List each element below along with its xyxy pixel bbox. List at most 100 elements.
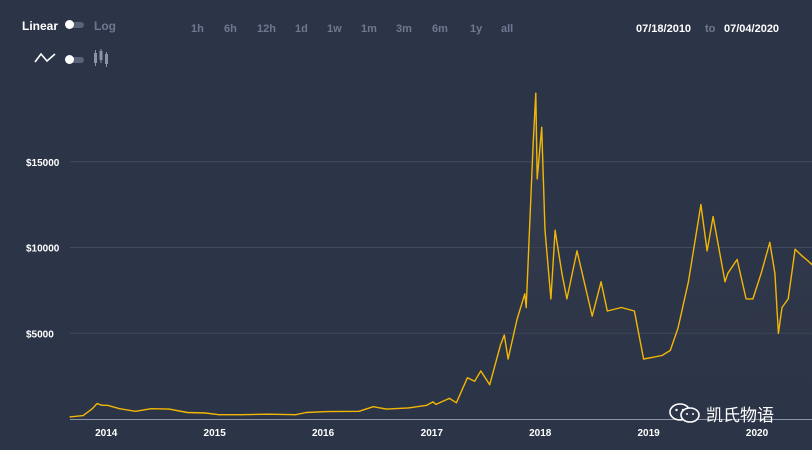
chart-type-toggle[interactable] xyxy=(65,55,84,64)
chart-toolbar: Linear Log 1h 6h 12h 1d 1w 1m 3m 6m 1y a… xyxy=(0,0,812,80)
data-point xyxy=(566,298,568,300)
range-all-button[interactable]: all xyxy=(501,23,514,35)
chart-type-toggle-knob xyxy=(65,55,74,64)
range-1d-button[interactable]: 1d xyxy=(295,23,308,35)
data-point xyxy=(752,298,754,300)
data-point xyxy=(532,144,534,146)
data-point xyxy=(385,408,387,410)
data-point xyxy=(544,229,546,231)
data-point xyxy=(91,408,93,410)
data-point xyxy=(295,414,297,416)
data-point xyxy=(643,358,645,360)
data-point xyxy=(432,401,434,403)
data-point xyxy=(466,377,468,379)
price-series xyxy=(69,92,812,418)
linear-scale-label[interactable]: Linear xyxy=(22,19,59,33)
data-point xyxy=(652,356,654,358)
x-tick-label: 2014 xyxy=(95,428,118,439)
candlestick-chart-icon[interactable] xyxy=(93,49,109,67)
date-to-field[interactable]: 07/04/2020 xyxy=(724,23,780,35)
data-point xyxy=(82,415,84,417)
range-3m-button[interactable]: 3m xyxy=(396,23,412,35)
data-point xyxy=(305,411,307,414)
data-point xyxy=(600,281,602,283)
data-point xyxy=(554,229,556,231)
data-point xyxy=(168,408,170,410)
data-point xyxy=(119,408,121,410)
data-point xyxy=(499,344,501,346)
data-point xyxy=(326,411,328,413)
data-point xyxy=(781,306,783,309)
x-tick-label: 2019 xyxy=(638,428,661,439)
data-point xyxy=(474,380,476,382)
data-point xyxy=(736,258,738,261)
data-point xyxy=(724,281,726,283)
data-point xyxy=(96,403,98,405)
data-point xyxy=(541,126,543,128)
data-point xyxy=(267,413,269,415)
data-point xyxy=(204,412,206,414)
data-point xyxy=(769,241,771,243)
data-point xyxy=(805,258,808,261)
range-1m-button[interactable]: 1m xyxy=(361,23,377,35)
data-point xyxy=(801,255,803,257)
data-point xyxy=(700,204,702,206)
data-point xyxy=(524,293,526,295)
data-point xyxy=(408,407,410,409)
log-scale-label[interactable]: Log xyxy=(94,19,116,33)
data-point xyxy=(677,327,679,329)
watermark-text: 凯氏物语 xyxy=(706,405,774,426)
data-point xyxy=(774,272,776,274)
line-chart-icon[interactable] xyxy=(34,50,56,66)
range-12h-button[interactable]: 12h xyxy=(257,23,276,35)
data-point xyxy=(536,178,538,180)
range-1w-button[interactable]: 1w xyxy=(327,23,342,35)
watermark: 凯氏物语 xyxy=(668,402,774,426)
data-point xyxy=(240,414,242,416)
data-point xyxy=(777,332,780,334)
data-point xyxy=(507,358,509,360)
data-point xyxy=(727,272,729,274)
range-6m-button[interactable]: 6m xyxy=(432,23,448,35)
data-point xyxy=(535,92,537,94)
data-point xyxy=(669,349,671,351)
data-point xyxy=(760,272,762,274)
x-tick-label: 2016 xyxy=(312,428,335,439)
data-point xyxy=(503,334,505,336)
data-point xyxy=(561,272,563,274)
y-tick-label: $5000 xyxy=(26,329,54,340)
data-point xyxy=(550,298,552,300)
data-point xyxy=(787,298,789,300)
data-point xyxy=(712,216,714,218)
data-point xyxy=(480,370,482,372)
price-area-fill xyxy=(70,93,812,419)
x-tick-label: 2020 xyxy=(746,428,769,439)
data-point xyxy=(106,404,108,406)
data-point xyxy=(358,410,360,412)
x-tick-label: 2018 xyxy=(529,428,552,439)
data-point xyxy=(661,354,663,357)
data-point xyxy=(794,248,796,250)
data-point xyxy=(687,281,690,283)
data-point xyxy=(591,315,593,317)
data-point xyxy=(633,310,636,312)
data-point xyxy=(576,250,578,252)
range-1y-button[interactable]: 1y xyxy=(470,23,483,35)
price-area xyxy=(70,93,812,419)
data-point xyxy=(435,403,437,405)
data-point xyxy=(448,397,450,399)
data-point xyxy=(745,298,747,300)
data-point xyxy=(516,318,518,321)
data-point xyxy=(372,406,374,408)
price-line xyxy=(69,92,812,418)
date-from-field[interactable]: 07/18/2010 xyxy=(636,23,692,35)
range-6h-button[interactable]: 6h xyxy=(224,23,237,35)
scale-toggle-knob xyxy=(65,20,74,29)
range-1h-button[interactable]: 1h xyxy=(191,23,204,35)
data-point xyxy=(606,310,608,312)
x-tick-label: 2015 xyxy=(204,428,227,439)
scale-toggle[interactable] xyxy=(65,20,84,29)
y-tick-label: $15000 xyxy=(26,158,60,169)
data-point xyxy=(218,414,220,416)
